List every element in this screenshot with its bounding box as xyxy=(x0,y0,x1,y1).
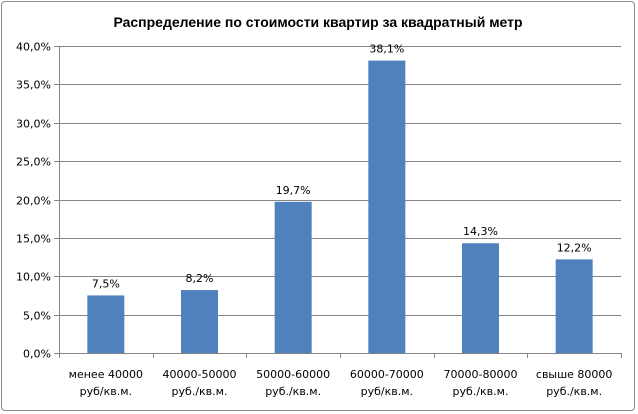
x-tick-label: руб./кв.м. xyxy=(172,385,228,398)
axes xyxy=(59,46,622,358)
x-tick-label: свыше 80000 xyxy=(536,368,613,381)
y-tick-label: 40,0% xyxy=(16,41,51,54)
y-tick-label: 0,0% xyxy=(23,348,51,361)
y-tick-label: 15,0% xyxy=(16,233,51,246)
y-tick-label: 25,0% xyxy=(16,156,51,169)
bar xyxy=(368,60,406,354)
bars xyxy=(87,60,593,354)
data-labels: 7,5% 8,2% 19,7% 38,1% 14,3% 12,2% xyxy=(92,43,592,291)
y-axis-tick-labels: 0,0% 5,0% 10,0% 15,0% 20,0% 25,0% 30,0% 35,0% 40… xyxy=(16,41,51,361)
bar xyxy=(555,259,593,353)
y-tick-label: 30,0% xyxy=(16,118,51,131)
data-label: 7,5% xyxy=(92,277,120,290)
x-tick-label: 60000-70000 xyxy=(350,368,424,381)
x-tick-label: 50000-60000 xyxy=(256,368,330,381)
x-tick-label: руб./кв.м. xyxy=(546,385,602,398)
data-label: 19,7% xyxy=(276,184,311,197)
x-axis-category-labels: менее 40000 руб/кв.м. 40000-50000 руб./кв.м… xyxy=(69,368,613,398)
x-tick-label: руб./кв.м. xyxy=(453,385,509,398)
x-tick-label: 70000-80000 xyxy=(444,368,518,381)
x-tick-label: 40000-50000 xyxy=(163,368,237,381)
y-tick-label: 20,0% xyxy=(16,195,51,208)
bar xyxy=(462,243,499,353)
data-label: 8,2% xyxy=(186,272,214,285)
y-tick-label: 10,0% xyxy=(16,271,51,284)
data-label: 12,2% xyxy=(557,241,592,254)
data-label: 14,3% xyxy=(463,225,498,238)
data-label: 38,1% xyxy=(369,43,404,56)
y-tick-label: 5,0% xyxy=(23,310,51,323)
x-tick-label: руб./кв.м. xyxy=(265,385,321,398)
bar xyxy=(274,201,312,353)
y-tick-label: 35,0% xyxy=(16,79,51,92)
chart-title: Распределение по стоимости квартир за кв… xyxy=(113,14,522,30)
x-tick-label: руб/кв.м. xyxy=(80,385,132,398)
x-tick-label: руб/кв.м. xyxy=(361,385,413,398)
bar xyxy=(87,295,125,353)
x-tick-label: менее 40000 xyxy=(69,368,143,381)
gridlines xyxy=(54,46,621,354)
bar xyxy=(181,290,218,353)
